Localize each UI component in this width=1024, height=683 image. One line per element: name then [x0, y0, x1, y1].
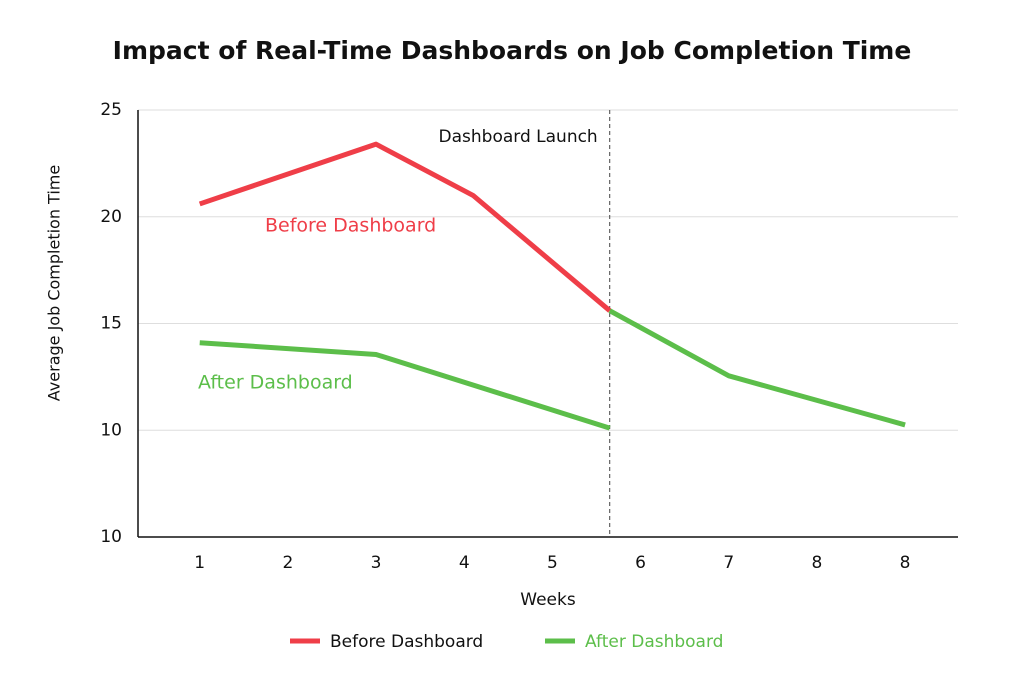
series-label: After Dashboard	[198, 372, 353, 394]
series-label: Before Dashboard	[265, 215, 436, 237]
y-tick-label: 15	[100, 314, 122, 334]
y-tick-label: 25	[100, 100, 122, 120]
annotation-text: Dashboard Launch	[439, 127, 598, 147]
x-tick-label: 4	[459, 553, 470, 573]
legend-label: Before Dashboard	[330, 632, 483, 652]
x-tick-label: 8	[812, 553, 823, 573]
x-tick-label: 2	[282, 553, 293, 573]
x-tick-label: 3	[371, 553, 382, 573]
x-tick-label: 6	[635, 553, 646, 573]
series-line	[199, 308, 906, 431]
x-axis-label: Weeks	[520, 590, 576, 610]
y-axis-label: Average Job Completion Time	[45, 165, 64, 401]
x-tick-label: 1	[194, 553, 205, 573]
y-tick-label: 20	[100, 207, 122, 227]
series-line	[198, 141, 612, 313]
x-tick-label: 8	[900, 553, 911, 573]
x-tick-label: 5	[547, 553, 558, 573]
y-tick-label: 10	[100, 420, 122, 440]
x-tick-label: 7	[723, 553, 734, 573]
y-tick-label: 10	[100, 527, 122, 547]
chart-title: Impact of Real-Time Dashboards on Job Co…	[113, 36, 912, 65]
legend-label: After Dashboard	[585, 632, 723, 652]
